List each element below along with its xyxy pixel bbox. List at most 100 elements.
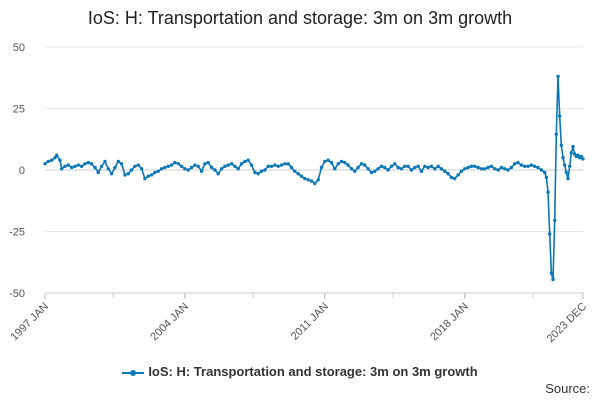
data-point-174 [581,157,585,161]
data-point-125 [456,173,460,177]
data-point-59 [236,167,240,171]
data-point-155 [549,271,554,275]
data-point-43 [183,167,187,171]
data-point-40 [173,160,177,165]
data-point-127 [463,167,467,171]
data-point-152 [544,175,549,180]
data-point-86 [326,158,330,162]
data-point-45 [189,165,194,170]
data-point-88 [333,167,337,171]
data-point-104 [386,168,390,172]
data-point-123 [449,175,454,180]
data-point-91 [343,160,347,165]
data-point-130 [473,164,477,168]
data-point-38 [166,164,170,168]
data-point-77 [296,172,300,176]
data-point-8 [66,163,71,167]
data-point-22 [113,165,117,170]
data-point-10 [73,164,77,168]
data-point-32 [146,174,150,178]
y-tick-label-1: 25 [13,104,25,116]
data-point-108 [399,167,404,171]
data-point-51 [209,165,214,170]
data-point-81 [309,179,314,183]
data-point-94 [353,169,357,173]
data-point-49 [203,162,207,166]
data-point-96 [359,162,364,166]
data-point-41 [176,162,180,166]
data-point-37 [163,165,167,170]
data-point-163 [563,163,567,167]
data-point-164 [564,170,568,175]
data-point-114 [419,169,424,173]
data-point-33 [149,173,154,177]
data-point-56 [226,163,230,167]
data-point-57 [229,162,234,166]
data-point-105 [389,164,394,168]
data-point-72 [279,163,284,167]
data-point-134 [486,165,490,170]
data-point-156 [551,277,555,282]
data-point-9 [70,165,74,170]
data-point-113 [416,164,420,168]
data-point-144 [519,163,524,167]
data-point-110 [406,164,410,168]
y-tick-label-3: -25 [9,227,25,239]
data-point-0 [43,162,47,166]
data-point-29 [136,163,140,167]
data-point-84 [319,165,324,170]
data-point-148 [533,164,537,168]
data-point-6 [60,167,64,171]
data-point-111 [409,168,414,172]
data-point-100 [373,169,377,173]
data-point-75 [289,165,294,170]
series-line-0 [44,75,584,281]
data-point-97 [363,163,367,167]
data-point-136 [493,167,497,171]
legend[interactable]: IoS: H: Transportation and storage: 3m o… [0,364,600,379]
data-point-58 [233,164,237,168]
data-point-149 [536,165,540,170]
data-point-160 [558,114,562,118]
data-point-159 [556,74,560,79]
data-point-99 [369,170,374,175]
data-point-44 [186,168,190,172]
data-point-169 [573,152,577,156]
series-layer [43,74,585,282]
y-tick-label-4: -50 [9,288,25,300]
data-point-66 [259,169,264,173]
data-point-21 [109,172,114,176]
data-point-102 [379,164,384,168]
data-point-167 [569,151,573,155]
y-tick-label-0: 50 [13,42,25,54]
data-point-116 [426,165,430,170]
data-point-150 [539,168,544,172]
data-point-62 [246,158,250,162]
data-point-17 [96,170,101,175]
data-point-166 [568,164,572,168]
data-point-82 [313,181,317,186]
data-point-2 [50,158,54,162]
data-point-171 [576,153,580,157]
data-point-132 [479,167,484,171]
data-point-1 [46,159,50,164]
data-point-24 [119,162,124,166]
data-point-85 [323,159,327,164]
data-point-117 [429,164,434,168]
data-point-35 [156,169,160,173]
data-point-145 [523,164,527,168]
data-point-50 [206,160,210,165]
data-point-5 [58,158,62,162]
data-point-161 [559,143,563,148]
data-point-121 [443,169,447,173]
data-point-106 [393,162,397,166]
data-point-12 [79,164,84,168]
axis-layer [44,292,584,299]
data-point-20 [106,167,111,171]
data-point-153 [546,190,550,194]
data-point-124 [453,176,457,181]
data-point-55 [223,164,227,168]
data-point-16 [93,165,97,170]
data-point-30 [139,167,144,171]
